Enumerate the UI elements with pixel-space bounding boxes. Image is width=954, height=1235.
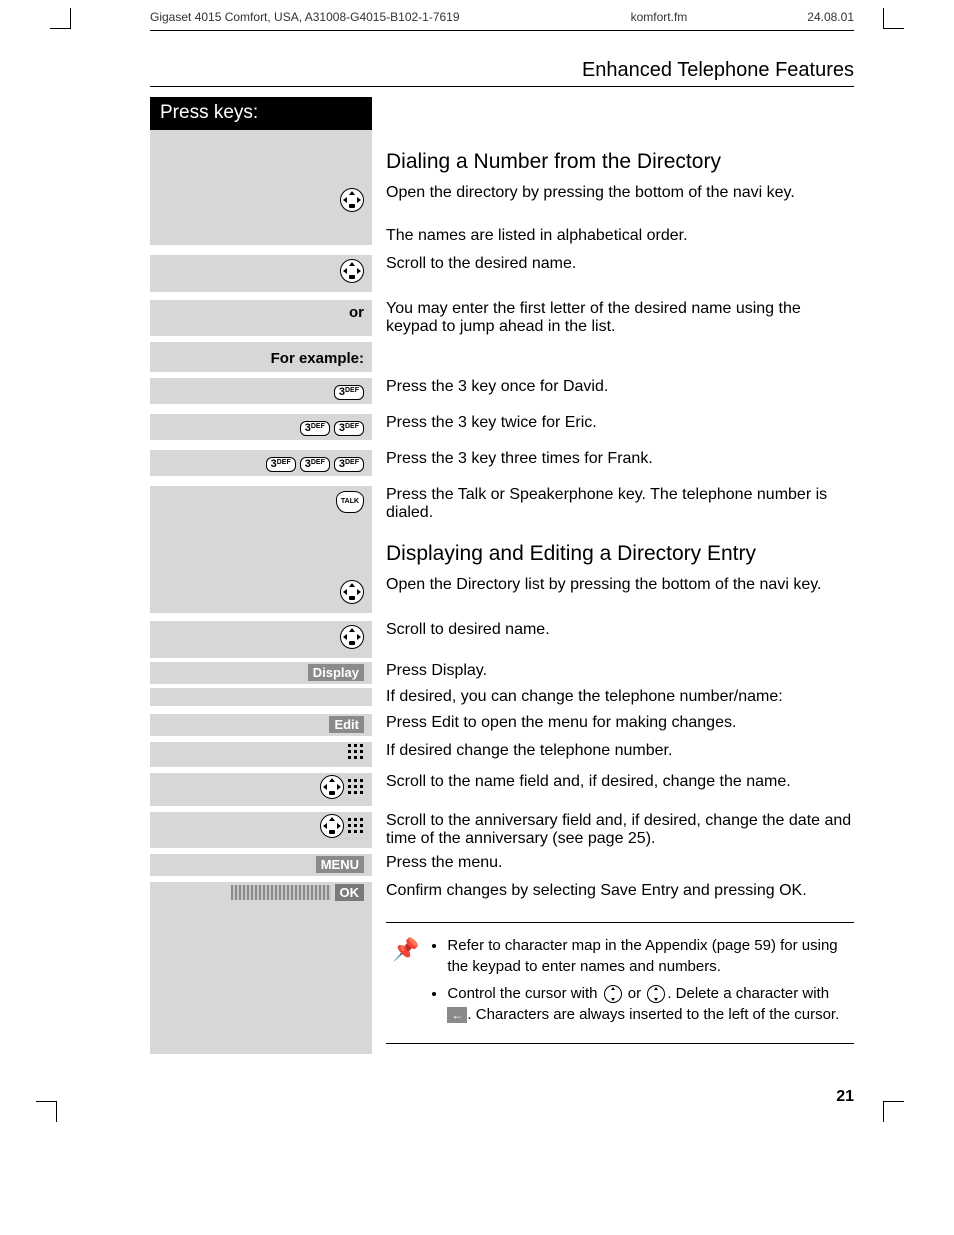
navi-key-icon <box>320 814 344 838</box>
save-entry-bar-icon <box>231 885 331 900</box>
keypad-icon <box>348 779 364 795</box>
text-confirm-ok: Confirm changes by selecting Save Entry … <box>372 882 854 904</box>
softkey-ok: OK <box>335 884 365 901</box>
crop-mark <box>883 1101 904 1122</box>
text-press-talk: Press the Talk or Speakerphone key. The … <box>372 486 854 522</box>
rule <box>150 86 854 87</box>
key-3-icon: 3DEF <box>300 457 330 472</box>
text-press-3-twice: Press the 3 key twice for Eric. <box>372 414 854 440</box>
text-press-3-thrice: Press the 3 key three times for Frank. <box>372 450 854 476</box>
navi-key-icon <box>340 259 364 283</box>
for-example-label: For example: <box>271 350 364 367</box>
key-3-icon: 3DEF <box>334 457 364 472</box>
text-if-desired: If desired, you can change the telephone… <box>372 688 854 706</box>
keypad-icon <box>348 744 364 760</box>
softkey-edit: Edit <box>329 716 364 733</box>
navi-key-icon <box>340 625 364 649</box>
pushpin-icon: 📌 <box>392 935 419 1031</box>
text-alpha-order: The names are listed in alphabetical ord… <box>372 221 854 245</box>
key-3-icon: 3DEF <box>300 421 330 436</box>
subheading-editing: Displaying and Editing a Directory Entry <box>386 542 854 566</box>
subheading-dialing: Dialing a Number from the Directory <box>386 150 854 174</box>
note-item-charmap: Refer to character map in the Appendix (… <box>447 935 848 977</box>
navi-key-icon <box>340 188 364 212</box>
navi-key-inline-icon <box>647 985 665 1003</box>
doc-file: komfort.fm <box>631 10 688 24</box>
key-3-icon: 3DEF <box>334 385 364 400</box>
text-open-directory: Open the directory by pressing the botto… <box>372 184 854 221</box>
key-3-icon: 3DEF <box>334 421 364 436</box>
or-label: or <box>349 304 364 321</box>
key-3-icon: 3DEF <box>266 457 296 472</box>
back-key-icon: ← <box>447 1007 467 1024</box>
text-open-dir2: Open the Directory list by pressing the … <box>372 576 854 613</box>
crop-mark <box>36 1101 57 1122</box>
text-press-3-once: Press the 3 key once for David. <box>372 378 854 404</box>
text-change-name: Scroll to the name field and, if desired… <box>372 773 854 806</box>
text-scroll2: Scroll to desired name. <box>372 621 854 658</box>
text-change-anniversary: Scroll to the anniversary field and, if … <box>372 812 854 848</box>
navi-key-inline-icon <box>604 985 622 1003</box>
text-scroll-name: Scroll to the desired name. <box>372 255 854 292</box>
press-keys-header: Press keys: <box>150 97 372 130</box>
softkey-display: Display <box>308 664 364 681</box>
navi-key-icon <box>320 775 344 799</box>
text-press-menu: Press the menu. <box>372 854 854 876</box>
doc-id: Gigaset 4015 Comfort, USA, A31008-G4015-… <box>150 10 511 24</box>
note-box: 📌 Refer to character map in the Appendix… <box>386 922 854 1044</box>
crop-mark <box>883 8 904 29</box>
text-or-enter-letter: You may enter the first letter of the de… <box>372 300 854 336</box>
navi-key-icon <box>340 580 364 604</box>
keypad-icon <box>348 818 364 834</box>
crop-mark <box>50 8 71 29</box>
header-meta: Gigaset 4015 Comfort, USA, A31008-G4015-… <box>0 0 954 28</box>
softkey-menu: MENU <box>316 856 364 873</box>
note-item-cursor: Control the cursor with or . Delete a ch… <box>447 983 848 1025</box>
text-press-display: Press Display. <box>372 662 854 684</box>
text-change-number: If desired change the telephone number. <box>372 742 854 767</box>
talk-key-icon: TALK <box>336 491 364 513</box>
page-number: 21 <box>0 1054 954 1130</box>
section-title: Enhanced Telephone Features <box>582 59 854 82</box>
text-press-edit: Press Edit to open the menu for making c… <box>372 714 854 736</box>
doc-date: 24.08.01 <box>807 10 854 24</box>
